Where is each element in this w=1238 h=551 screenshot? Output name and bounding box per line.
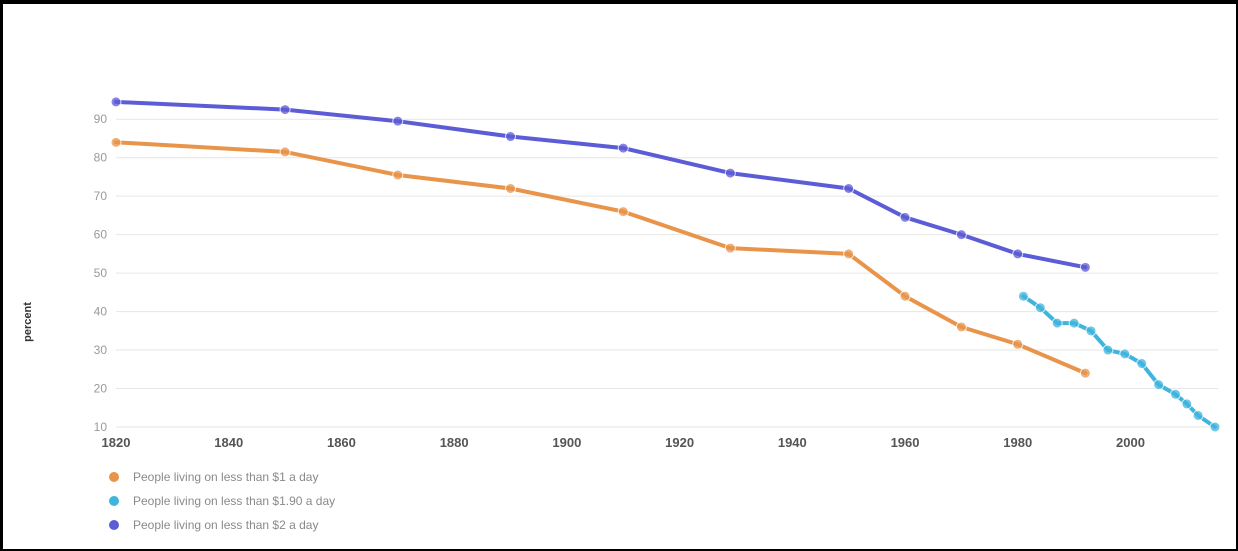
x-tick-label: 1880 <box>440 435 469 450</box>
x-tick-label: 1820 <box>102 435 131 450</box>
data-point[interactable] <box>724 167 736 179</box>
y-axis-ticks: 10 20 30 40 50 60 70 80 90 <box>94 112 108 434</box>
legend-label: People living on less than $1 a day <box>133 470 318 484</box>
y-tick-label: 80 <box>94 151 108 165</box>
data-point[interactable] <box>1192 409 1204 421</box>
x-tick-label: 2000 <box>1116 435 1145 450</box>
data-point[interactable] <box>955 321 967 333</box>
data-point[interactable] <box>899 290 911 302</box>
x-tick-label: 1920 <box>665 435 694 450</box>
y-tick-label: 90 <box>94 112 108 126</box>
legend-swatch <box>109 472 119 482</box>
data-point[interactable] <box>505 182 517 194</box>
y-tick-label: 60 <box>94 228 108 242</box>
data-point[interactable] <box>1034 302 1046 314</box>
data-point[interactable] <box>843 182 855 194</box>
data-point[interactable] <box>617 206 629 218</box>
data-point[interactable] <box>1012 248 1024 260</box>
x-tick-label: 1860 <box>327 435 356 450</box>
y-axis-label: percent <box>22 302 34 342</box>
data-point[interactable] <box>110 96 122 108</box>
gridlines <box>116 118 1218 428</box>
y-tick-label: 40 <box>94 305 108 319</box>
y-tick-label: 30 <box>94 343 108 357</box>
legend-label: People living on less than $1.90 a day <box>133 494 335 508</box>
data-point[interactable] <box>1136 358 1148 370</box>
series-line <box>114 140 1088 376</box>
legend-item[interactable]: People living on less than $1 a day <box>109 470 318 484</box>
data-point[interactable] <box>1079 261 1091 273</box>
x-tick-label: 1840 <box>214 435 243 450</box>
y-tick-label: 50 <box>94 266 108 280</box>
data-point[interactable] <box>1085 325 1097 337</box>
series-3 <box>110 96 1091 273</box>
data-point[interactable] <box>617 142 629 154</box>
data-point[interactable] <box>110 136 122 148</box>
chart-container: 10 20 30 40 50 60 70 80 90 1820 1840 1860 1880 1900 1… <box>3 4 1236 549</box>
series-1 <box>110 136 1091 379</box>
data-point[interactable] <box>1068 317 1080 329</box>
legend-label: People living on less than $2 a day <box>133 518 318 532</box>
x-tick-label: 1940 <box>778 435 807 450</box>
data-point[interactable] <box>1017 290 1029 302</box>
data-point[interactable] <box>1181 398 1193 410</box>
legend-swatch <box>109 496 119 506</box>
y-tick-label: 20 <box>94 382 108 396</box>
x-tick-label: 1960 <box>891 435 920 450</box>
x-tick-label: 1900 <box>552 435 581 450</box>
data-point[interactable] <box>1079 367 1091 379</box>
series-2 <box>1017 290 1221 433</box>
data-point[interactable] <box>392 169 404 181</box>
legend-item[interactable]: People living on less than $2 a day <box>109 518 318 532</box>
data-point[interactable] <box>1012 338 1024 350</box>
data-point[interactable] <box>1153 379 1165 391</box>
x-axis-ticks: 1820 1840 1860 1880 1900 1920 1940 1960 1980 2000 <box>102 435 1145 450</box>
data-point[interactable] <box>505 131 517 143</box>
data-point[interactable] <box>955 229 967 241</box>
data-point[interactable] <box>1209 421 1221 433</box>
legend-item[interactable]: People living on less than $1.90 a day <box>109 494 335 508</box>
data-point[interactable] <box>1102 344 1114 356</box>
data-point[interactable] <box>843 248 855 260</box>
series-group <box>110 96 1221 433</box>
y-tick-label: 10 <box>94 420 108 434</box>
legend: People living on less than $1 a day Peopl… <box>109 470 335 532</box>
data-point[interactable] <box>1051 317 1063 329</box>
data-point[interactable] <box>1119 348 1131 360</box>
data-point[interactable] <box>1170 388 1182 400</box>
data-point[interactable] <box>392 115 404 127</box>
y-tick-label: 70 <box>94 189 108 203</box>
data-point[interactable] <box>899 211 911 223</box>
data-point[interactable] <box>279 104 291 116</box>
data-point[interactable] <box>724 242 736 254</box>
data-point[interactable] <box>279 146 291 158</box>
x-tick-label: 1980 <box>1003 435 1032 450</box>
series-line <box>114 99 1088 270</box>
legend-swatch <box>109 520 119 530</box>
